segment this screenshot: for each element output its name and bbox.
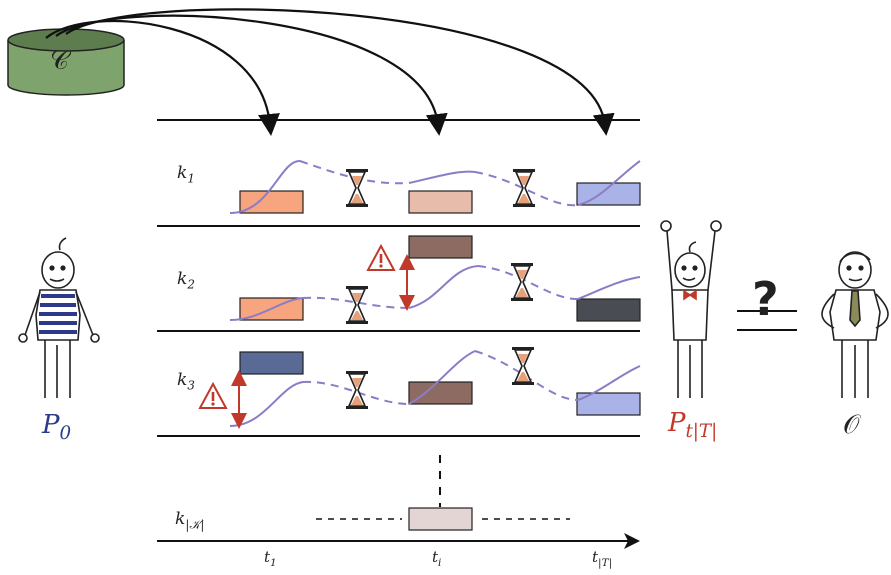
k2-box-ti [408,235,473,259]
k3-box-tT [576,392,641,416]
time-label-ti: ti [432,548,442,569]
k3-box-t1 [239,351,304,375]
time-label-t1: t1 [264,548,277,569]
oracle-label: 𝒪 [843,410,860,440]
row-label-k2: k2 [177,269,195,292]
hourglass-icon [345,168,369,208]
agent-p0-label: P0 [42,410,72,445]
k1-box-ti [408,190,473,214]
cache-arcs [45,8,615,136]
row-k2 [229,235,641,325]
oracle-figure [821,251,889,398]
comparison-divider [737,310,797,331]
warning-icon [367,245,395,271]
hourglass-icon [345,285,369,325]
cache-label: 𝒞 [50,46,69,76]
k2-box-tT [576,298,641,322]
warning-icon [199,383,227,409]
row-label-kK: k|𝒦| [175,509,205,532]
k3-box-ti [408,381,473,405]
hourglass-icon [512,168,536,208]
question-mark: ? [752,272,779,326]
row-label-k3: k3 [177,370,195,393]
row-k1 [229,159,641,214]
time-label-tT: t|T| [592,548,613,569]
kK-box-ti [408,507,473,531]
agent-p0-figure [18,237,100,398]
agent-final-figure [660,220,722,398]
agent-final-label: Pt|T| [668,408,718,443]
row-label-k1: k1 [177,163,195,186]
row-kK [316,455,570,531]
hourglass-icon [510,262,534,302]
row-separators [157,119,640,437]
row-k3 [199,346,641,429]
k1-box-t1 [239,190,304,214]
cache-cylinder [7,28,125,96]
time-axis [157,533,640,549]
